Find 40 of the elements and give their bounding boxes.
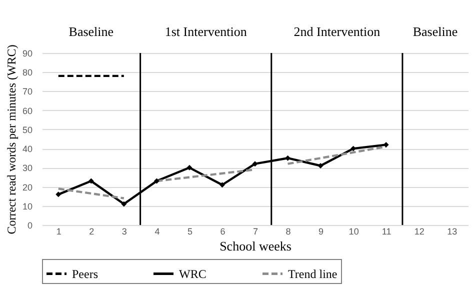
x-tick-label: 1 [56,226,62,236]
y-axis-title: Correct read words per minutes (WRC) [4,44,18,234]
x-tick-label: 7 [252,226,258,236]
x-tick-label: 3 [122,226,127,236]
x-tick-label: 9 [318,226,324,236]
point [186,164,192,170]
x-tick-label: 13 [447,226,458,236]
point [121,201,127,207]
text: Baseline [412,24,458,39]
x-tick-label: 6 [220,226,226,236]
point [56,192,62,198]
y-tick-label: 10 [22,201,32,212]
y-tick-label: 40 [22,144,32,154]
point [318,163,324,168]
x-axis-title: School weeks [220,238,292,254]
point [154,178,160,184]
y-tick-label: 60 [22,106,32,116]
y-tick-label: 90 [22,48,32,58]
text: Baseline [68,24,114,39]
legend-label: Trend line [288,266,338,281]
text: 1st Intervention [164,24,248,39]
x-tick-label: 8 [286,226,291,236]
point [252,161,258,167]
y-tick-label: 0 [27,220,32,230]
y-tick-label: 30 [22,163,32,174]
point [88,178,94,184]
x-tick-label: 12 [414,226,424,236]
x-tick-label: 5 [187,226,192,236]
legend-label: Peers [72,266,98,281]
y-tick-label: 80 [22,68,32,78]
y-tick-label: 50 [22,124,32,135]
x-tick-label: 2 [89,226,94,236]
y-tick-label: 70 [22,86,32,97]
x-tick-label: 10 [348,226,359,236]
point [219,182,225,188]
x-tick-label: 11 [382,226,392,236]
text: 2nd Intervention [294,24,381,39]
legend-label: WRC [179,266,206,281]
y-tick-label: 20 [22,182,32,192]
x-tick-label: 4 [154,226,160,236]
